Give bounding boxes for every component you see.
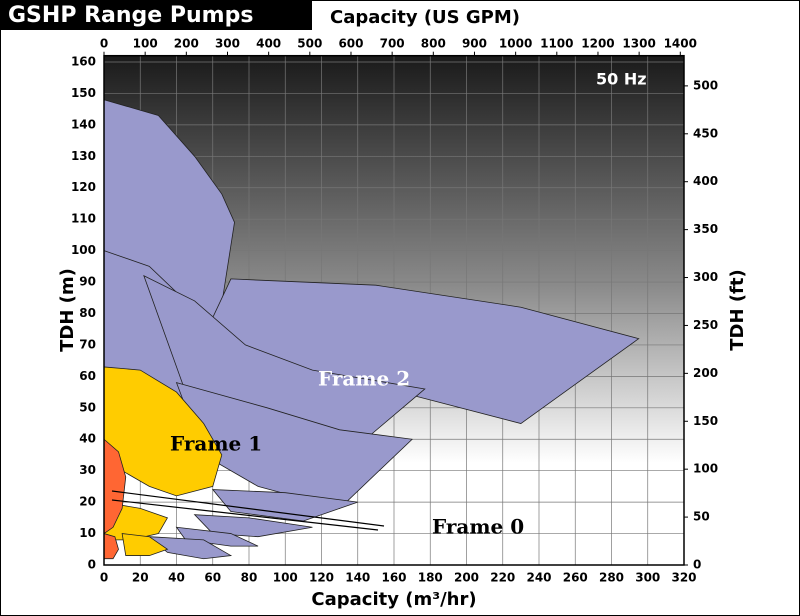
series-label: Frame 0 xyxy=(432,515,524,539)
x-tick-label: 0 xyxy=(100,571,108,585)
y-axis-title: TDH (m) xyxy=(57,268,78,352)
y-tick-label: 60 xyxy=(79,369,96,383)
y2-tick-label: 500 xyxy=(693,78,718,92)
x-axis-title: Capacity (m³/hr) xyxy=(311,589,476,610)
y-tick-label: 150 xyxy=(71,86,96,100)
y2-tick-label: 450 xyxy=(693,126,718,140)
x-tick-label: 300 xyxy=(635,571,660,585)
y2-tick-label: 150 xyxy=(693,414,718,428)
x2-tick-label: 100 xyxy=(133,37,158,51)
x-tick-label: 80 xyxy=(241,571,258,585)
chart-title: GSHP Range Pumps xyxy=(8,3,253,28)
y-tick-label: 0 xyxy=(88,558,96,572)
y-tick-label: 140 xyxy=(71,117,96,131)
leader-line xyxy=(111,499,379,531)
x2-tick-label: 1300 xyxy=(622,37,655,51)
x2-tick-label: 1200 xyxy=(581,37,614,51)
x-tick-label: 280 xyxy=(599,571,624,585)
x2-tick-label: 800 xyxy=(421,37,446,51)
y-tick-label: 130 xyxy=(71,149,96,163)
annotation: 50 Hz xyxy=(596,70,647,89)
x2-tick-label: 600 xyxy=(338,37,363,51)
x2-tick-label: 300 xyxy=(215,37,240,51)
y2-tick-label: 200 xyxy=(693,366,718,380)
y-tick-label: 10 xyxy=(79,526,96,540)
y2-tick-label: 300 xyxy=(693,270,718,284)
x2-tick-label: 0 xyxy=(100,37,108,51)
x-tick-label: 40 xyxy=(168,571,185,585)
y-tick-label: 160 xyxy=(71,54,96,68)
x-tick-label: 60 xyxy=(204,571,221,585)
x-tick-label: 320 xyxy=(671,571,696,585)
series-label: Frame 2 xyxy=(318,367,410,391)
x-tick-label: 140 xyxy=(345,571,370,585)
x2-tick-label: 1000 xyxy=(499,37,532,51)
x2-tick-label: 400 xyxy=(256,37,281,51)
leader-line xyxy=(111,490,385,527)
pump-range xyxy=(121,533,169,556)
pump-range xyxy=(211,489,358,522)
x-tick-label: 220 xyxy=(490,571,515,585)
x-tick-label: 20 xyxy=(132,571,149,585)
x-tick-label: 180 xyxy=(418,571,443,585)
x-tick-label: 260 xyxy=(563,571,588,585)
x2-tick-label: 700 xyxy=(380,37,405,51)
y-tick-label: 100 xyxy=(71,243,96,257)
series-label: Frame 1 xyxy=(170,432,262,456)
y-tick-label: 30 xyxy=(79,463,96,477)
y2-tick-label: 400 xyxy=(693,174,718,188)
y2-tick-label: 100 xyxy=(693,462,718,476)
y2-axis-title: TDH (ft) xyxy=(727,269,748,350)
plot: 0 20 40 60 80 100 120 140 160 180 200 220 240 260 280 3… xyxy=(71,37,718,585)
y-tick-label: 90 xyxy=(79,275,96,289)
y-tick-label: 50 xyxy=(79,400,96,414)
x2-tick-label: 1400 xyxy=(664,37,697,51)
x2-tick-label: 1100 xyxy=(540,37,573,51)
x2-tick-label: 200 xyxy=(174,37,199,51)
x-tick-label: 200 xyxy=(454,571,479,585)
x-tick-label: 100 xyxy=(273,571,298,585)
title-box xyxy=(0,0,312,30)
x-tick-label: 120 xyxy=(309,571,334,585)
y2-tick-label: 350 xyxy=(693,222,718,236)
plot-frame xyxy=(103,54,685,566)
x2-tick-label: 900 xyxy=(462,37,487,51)
y-tick-label: 110 xyxy=(71,212,96,226)
x-tick-label: 240 xyxy=(526,571,551,585)
y-tick-label: 120 xyxy=(71,180,96,194)
x2-axis-title: Capacity (US GPM) xyxy=(330,7,520,28)
y-tick-label: 70 xyxy=(79,337,96,351)
x2-tick-label: 500 xyxy=(297,37,322,51)
y-tick-label: 40 xyxy=(79,432,96,446)
y-tick-label: 80 xyxy=(79,306,96,320)
pump-range xyxy=(193,514,313,538)
y2-tick-label: 250 xyxy=(693,318,718,332)
x-tick-label: 160 xyxy=(381,571,406,585)
y2-tick-label: 0 xyxy=(693,558,701,572)
y-tick-label: 20 xyxy=(79,495,96,509)
y2-tick-label: 50 xyxy=(693,510,710,524)
